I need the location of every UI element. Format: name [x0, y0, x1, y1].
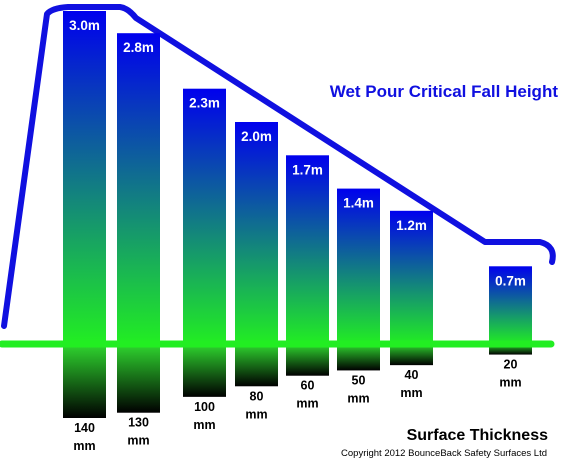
thickness-value-label: 40 — [405, 368, 419, 382]
chart-subtitle: Surface Thickness — [407, 427, 549, 444]
thickness-value-label: 100 — [194, 400, 215, 414]
fall-height-outline — [1, 4, 556, 329]
fall-height-value-label: 0.7m — [495, 273, 526, 288]
chart-title: Wet Pour Critical Fall Height — [330, 82, 559, 101]
fall-height-bars — [63, 11, 532, 344]
thickness-unit-label: mm — [499, 376, 521, 390]
thickness-unit-label: mm — [245, 407, 267, 421]
thickness-value-label: 140 — [74, 421, 95, 435]
thickness-value-label: 130 — [128, 416, 149, 430]
thickness-value-label: 60 — [301, 379, 315, 393]
fall-height-bar — [117, 33, 160, 344]
fall-height-value-label: 3.0m — [69, 18, 100, 33]
thickness-value-label: 50 — [352, 373, 366, 387]
thickness-unit-label: mm — [73, 439, 95, 453]
thickness-bar — [390, 344, 433, 366]
thickness-bar — [235, 344, 278, 387]
thickness-unit-label: mm — [296, 397, 318, 411]
fall-height-bar — [489, 266, 532, 344]
thickness-bar — [489, 344, 532, 355]
thickness-unit-label: mm — [193, 418, 215, 432]
thickness-bar — [117, 344, 160, 413]
fall-height-value-label: 2.8m — [123, 40, 154, 55]
fall-height-bar — [390, 210, 433, 344]
thickness-unit-label: mm — [347, 391, 369, 405]
fall-height-value-label: 2.0m — [241, 129, 272, 144]
copyright-footer: Copyright 2012 BounceBack Safety Surface… — [341, 448, 547, 459]
thickness-value-label: 80 — [250, 389, 264, 403]
fall-height-bar — [286, 155, 329, 344]
thickness-labels: 140 mm 130 mm 100 mm 80 mm 60 mm 50 mm 40 mm 20 mm — [73, 358, 521, 453]
thickness-unit-label: mm — [400, 386, 422, 400]
thickness-bar — [63, 344, 106, 418]
fall-height-value-label: 1.2m — [396, 218, 427, 233]
fall-height-value-label: 1.7m — [292, 162, 323, 177]
fall-height-bar — [63, 11, 106, 344]
fall-height-value-label: 1.4m — [343, 196, 374, 211]
fall-height-value-label: 2.3m — [189, 96, 220, 111]
fall-height-bar — [183, 88, 226, 344]
thickness-bar — [337, 344, 380, 371]
fall-height-bar — [337, 188, 380, 344]
fall-height-bar — [235, 122, 278, 344]
fall-height-labels: 3.0m 2.8m 2.3m 2.0m 1.7m 1.4m 1.2m 0.7m — [69, 18, 526, 288]
thickness-unit-label: mm — [127, 434, 149, 448]
thickness-bar — [286, 344, 329, 376]
thickness-value-label: 20 — [504, 358, 518, 372]
thickness-bar — [183, 344, 226, 397]
thickness-bars — [63, 344, 532, 418]
